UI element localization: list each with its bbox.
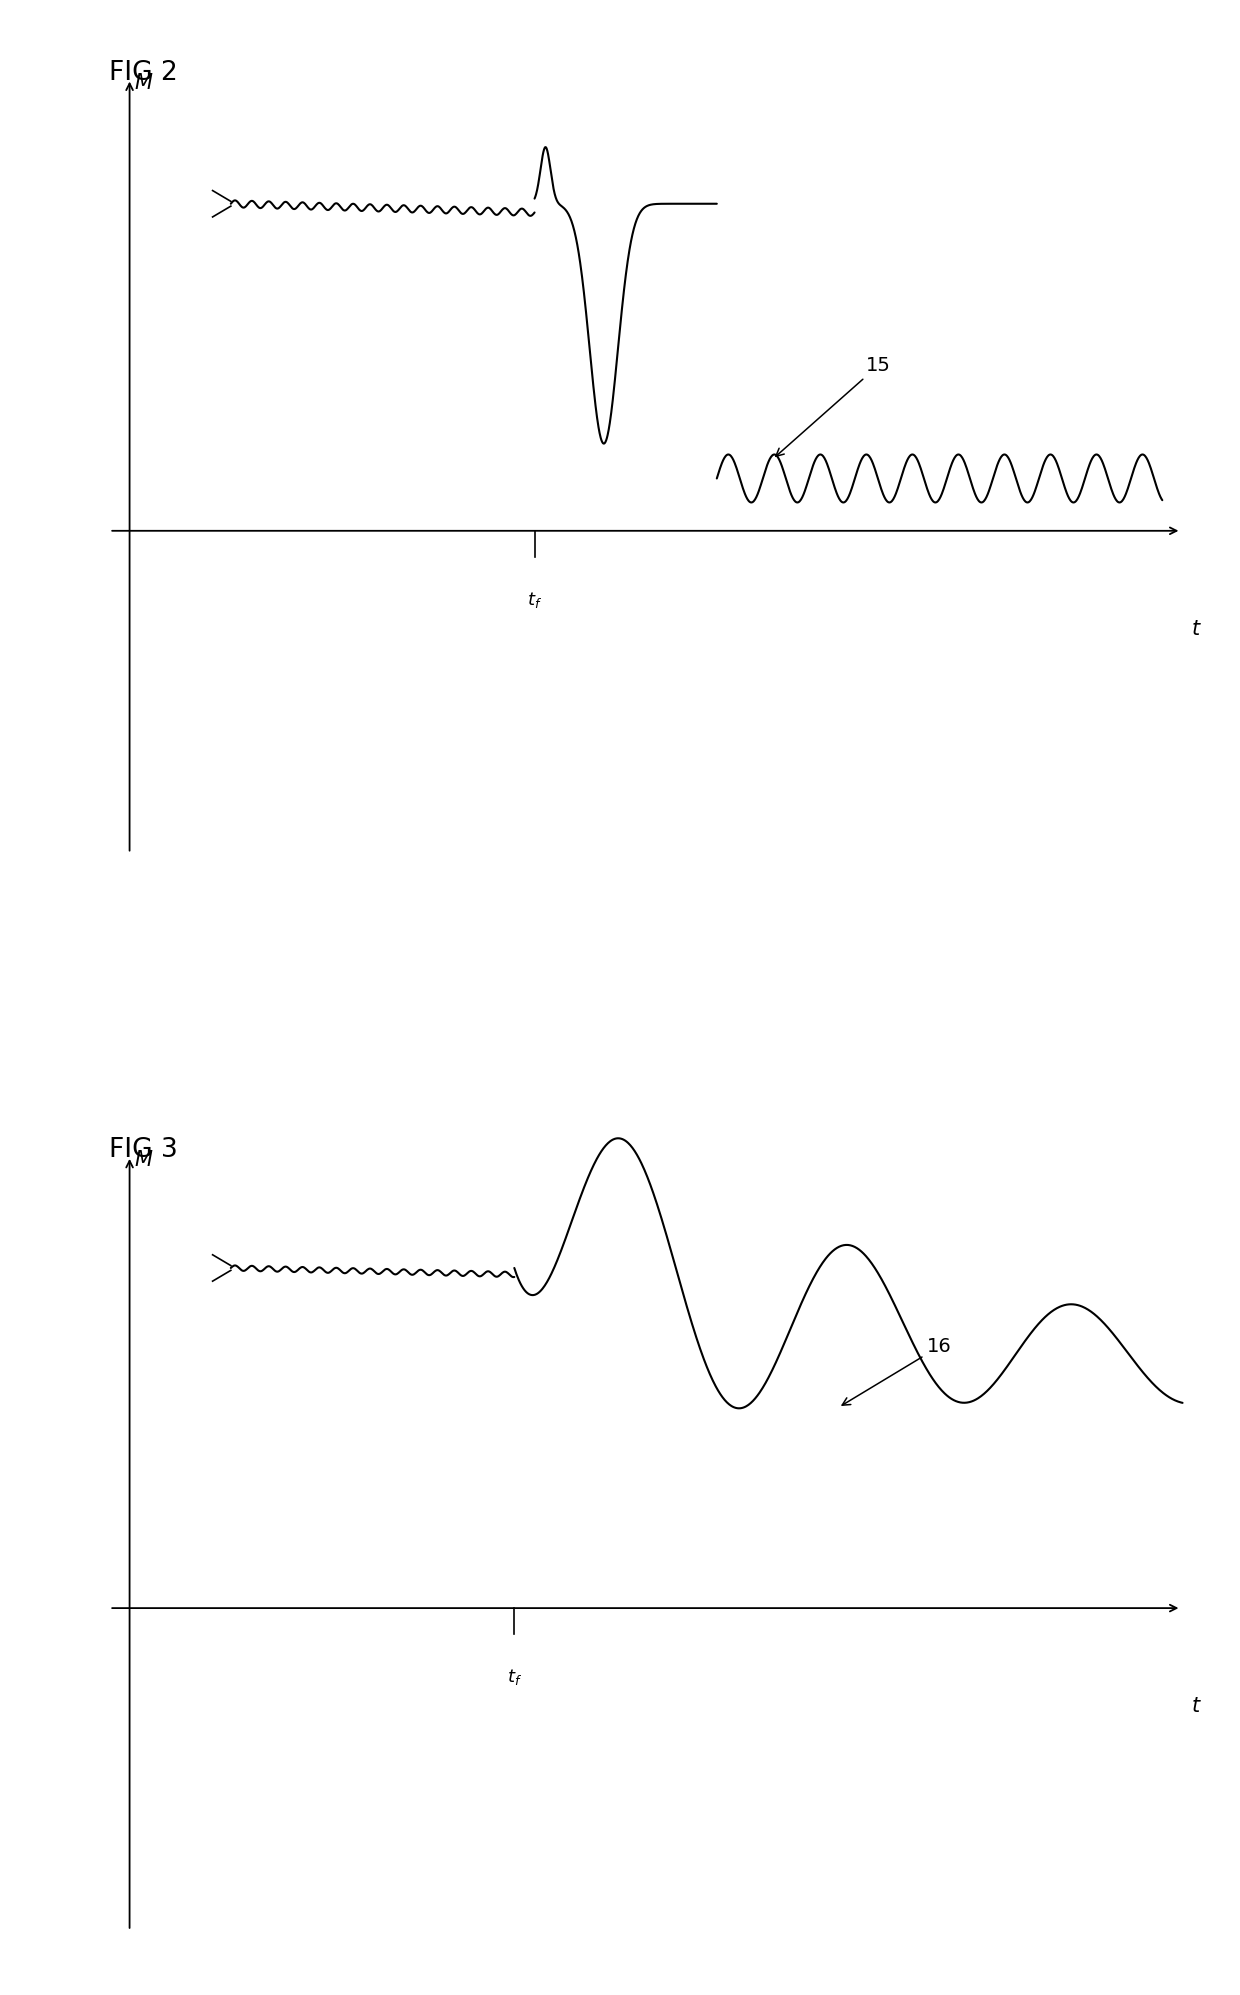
Text: $t_f$: $t_f$ — [507, 1668, 522, 1688]
Text: 15: 15 — [776, 355, 892, 457]
Text: $t_f$: $t_f$ — [527, 591, 542, 610]
Text: FIG 3: FIG 3 — [109, 1137, 179, 1163]
Text: t: t — [1192, 618, 1200, 638]
Text: t: t — [1192, 1696, 1200, 1716]
Text: 16: 16 — [842, 1337, 952, 1404]
Text: M: M — [135, 72, 153, 94]
Text: FIG 2: FIG 2 — [109, 60, 179, 86]
Text: M: M — [135, 1149, 153, 1171]
